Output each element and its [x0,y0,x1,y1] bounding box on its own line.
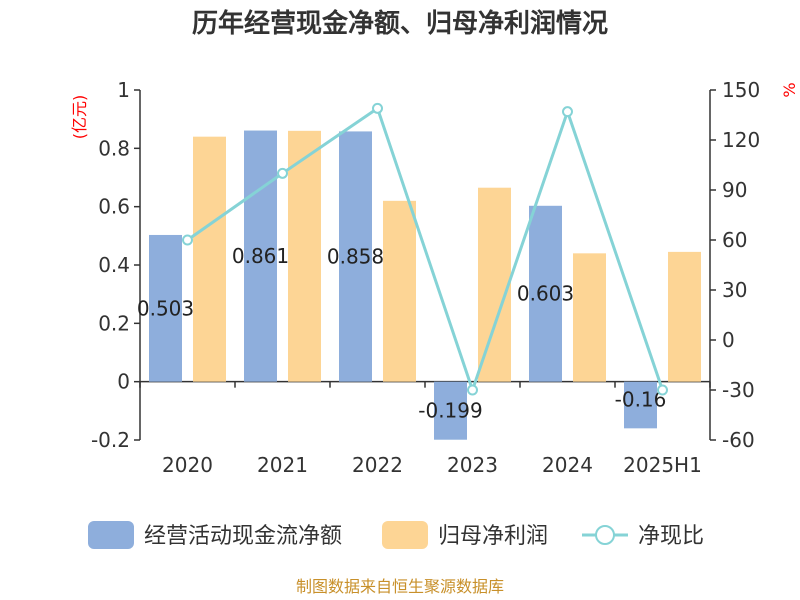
x-tick-label: 2024 [542,453,593,477]
bar-netprofit [668,251,701,382]
bar-cashflow [624,381,657,429]
line-point [277,167,288,179]
left-tick-label: 0.6 [98,195,130,219]
x-tick-label: 2023 [447,453,498,477]
bar-netprofit [288,130,321,382]
legend-label: 经营活动现金流净额 [144,524,342,549]
right-axis-unit: % [780,82,799,97]
x-tick-label: 2021 [257,453,308,477]
left-tick-label: 0.8 [98,136,130,160]
bar-data-label: 0.503 [137,296,194,320]
line-point [372,102,383,114]
x-tick-label: 2020 [162,453,213,477]
line-point [467,384,478,396]
line-point [657,384,668,396]
legend-label: 净现比 [638,524,704,549]
bar-cashflow [244,130,277,382]
bar-netprofit [478,187,511,382]
bar-data-label: 0.861 [232,244,289,268]
left-tick-label: 1 [117,78,130,102]
right-tick-label: 60 [722,228,747,252]
legend-swatch-1 [382,521,428,549]
right-tick-label: 120 [722,128,760,152]
bar-cashflow [339,131,372,382]
bar-cashflow [149,234,182,382]
x-tick-label: 2022 [352,453,403,477]
left-axis-unit: (亿元) [70,95,89,140]
left-tick-label: 0.4 [98,253,130,277]
bar-cashflow [529,205,562,382]
right-tick-label: -30 [722,378,755,402]
legend-label: 归母净利润 [438,524,548,549]
plot-area: -0.2 0 0.2 0.4 0.6 0.8 1 -60 -30 0 30 60 90 120 150 202… [91,78,760,477]
left-tick-label: 0 [117,370,130,394]
bar-data-label: -0.199 [418,399,482,423]
right-tick-label: 30 [722,278,747,302]
left-tick-label: 0.2 [98,311,130,335]
line-point [182,234,193,246]
source-note: 制图数据来自恒生聚源数据库 [296,577,504,596]
bar-netprofit [573,253,606,382]
bar-data-label: 0.603 [517,282,574,306]
right-tick-label: 150 [722,78,760,102]
chart-title: 历年经营现金净额、归母净利润情况 [192,8,608,39]
bar-cashflow [434,381,467,440]
right-tick-label: 0 [722,328,735,352]
legend-marker [595,525,615,545]
bar-netprofit [383,200,416,382]
bar-data-label: 0.858 [327,245,384,269]
line-ratio [186,105,664,395]
legend: 经营活动现金流净额 归母净利润 净现比 [88,521,704,549]
left-tick-label: -0.2 [91,428,130,452]
x-tick-label: 2025H1 [623,453,702,477]
right-tick-label: -60 [722,428,755,452]
line-point [562,106,573,118]
legend-swatch-0 [88,521,134,549]
right-tick-label: 90 [722,178,747,202]
bar-netprofit [193,136,226,382]
